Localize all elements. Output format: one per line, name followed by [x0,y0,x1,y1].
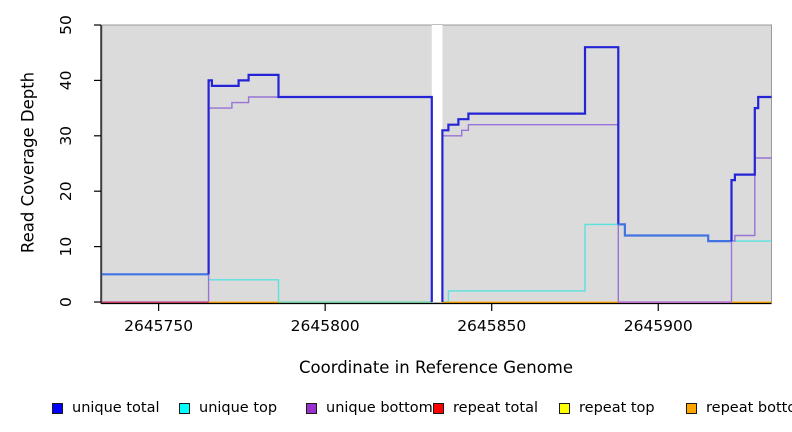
legend-item-unique-top: unique top [179,397,277,419]
legend-item-repeat-total: repeat total [433,397,538,419]
unique-total-line-right-a [441,46,620,302]
x-tick-label: 2645800 [291,317,360,335]
legend-item-unique-total: unique total [52,397,160,419]
y-tick-label: 40 [57,71,75,91]
legend-swatch [433,402,444,414]
unique-total-line-right-b [730,95,772,242]
legend-label: unique top [199,400,278,416]
legend-label: unique bottom [326,400,433,416]
y-tick-label: 20 [57,181,75,201]
legend-swatch [559,402,570,414]
unique-total-line-right-overlap [618,223,732,243]
legend-swatch [306,402,317,414]
legend-item-unique-bottom: unique bottom [306,397,433,419]
legend-item-repeat-bottom: repeat bottom [686,397,792,419]
y-tick-label: 10 [57,237,75,257]
y-axis-title: Read Coverage Depth [18,71,38,254]
legend-swatch [179,402,190,414]
legend-swatch [52,402,63,414]
legend-item-repeat-top: repeat top [559,397,655,419]
x-tick-label: 2645900 [624,317,693,335]
legend-swatch [686,402,697,414]
x-tick-label: 2645850 [457,317,526,335]
legend-label: unique total [72,400,160,416]
legend-label: repeat bottom [706,400,792,416]
unique-total-line-left [207,73,433,302]
legend-label: repeat total [453,400,539,416]
plot-legend: unique total unique top unique bottom repea… [0,397,792,421]
y-tick-label: 30 [57,126,75,146]
y-tick-label: 50 [57,15,75,35]
y-tick-label: 0 [57,297,75,307]
x-tick-label: 2645750 [124,317,193,335]
legend-label: repeat top [579,400,655,416]
coverage-gap-band [431,20,443,303]
x-axis-title: Coordinate in Reference Genome [298,358,574,377]
